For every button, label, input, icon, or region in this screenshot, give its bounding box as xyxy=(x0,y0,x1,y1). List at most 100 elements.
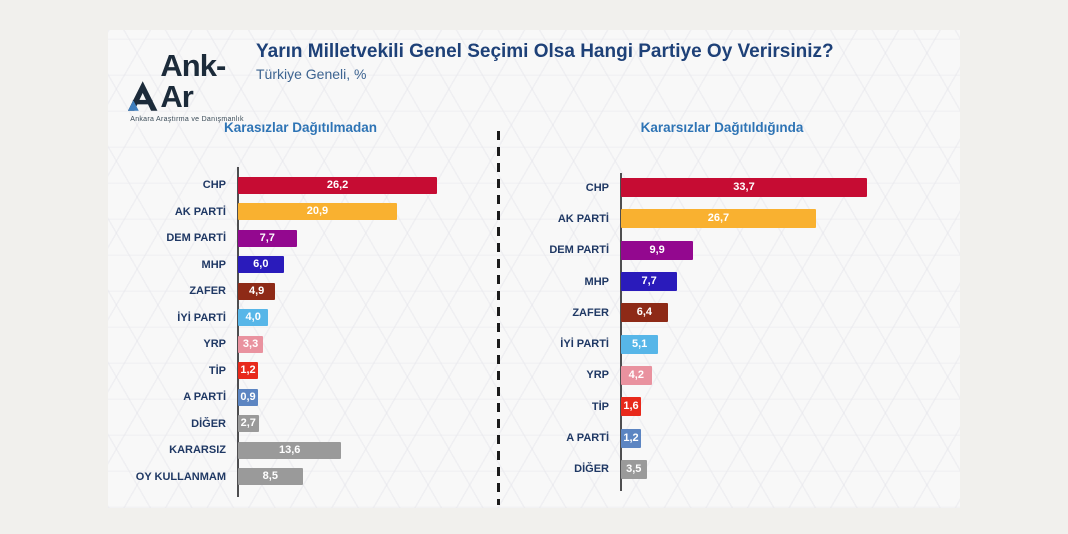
party-label: A PARTİ xyxy=(183,391,226,404)
bar: 9,9 xyxy=(621,240,694,260)
party-label: DİĞER xyxy=(191,417,226,430)
value-label: 7,7 xyxy=(259,231,275,244)
right-chart: CHP 33,7 AK PARTİ 26,7 DEM PARTİ 9,9 MHP 7,7 ZAF… xyxy=(508,172,956,491)
bar: 2,7 xyxy=(238,415,259,433)
value-label: 6,4 xyxy=(636,306,652,319)
party-label: CHP xyxy=(585,181,609,194)
party-label: AK PARTİ xyxy=(557,212,609,225)
bar: 1,6 xyxy=(621,397,641,417)
left-chart: CHP 26,2 AK PARTİ 20,9 DEM PARTİ 7,7 MHP 6,0 ZAF… xyxy=(108,167,496,497)
value-label: 26,7 xyxy=(707,212,730,225)
bar: 7,7 xyxy=(238,229,297,247)
chart-row: CHP 33,7 xyxy=(508,172,956,203)
value-label: 4,2 xyxy=(628,368,644,381)
chart-row: ZAFER 4,9 xyxy=(108,278,496,305)
value-label: 2,7 xyxy=(240,417,256,430)
party-label: DİĞER xyxy=(574,463,609,476)
party-label: CHP xyxy=(202,179,226,192)
left-chart-title: Karasızlar Dağıtılmadan xyxy=(223,120,378,135)
bar: 4,0 xyxy=(238,309,269,327)
chart-row: MHP 7,7 xyxy=(508,266,956,297)
party-label: MHP xyxy=(584,275,609,288)
bar: 4,9 xyxy=(238,282,276,300)
chart-row: AK PARTİ 20,9 xyxy=(108,199,496,226)
logo-row: Ank-Ar xyxy=(126,50,256,112)
party-label: AK PARTİ xyxy=(174,205,226,218)
bar: 26,2 xyxy=(238,176,438,194)
chart-row: A PARTİ 1,2 xyxy=(508,422,956,453)
right-chart-title: Kararsızlar Dağıtıldığında xyxy=(640,120,804,135)
party-label: ZAFER xyxy=(189,285,226,298)
chart-row: A PARTİ 0,9 xyxy=(108,384,496,411)
party-label: YRP xyxy=(203,338,226,351)
party-label: İYİ PARTİ xyxy=(177,311,226,324)
bar: 4,2 xyxy=(621,365,652,385)
value-label: 3,5 xyxy=(626,462,642,475)
value-label: 0,9 xyxy=(240,390,256,403)
party-label: OY KULLANMAM xyxy=(135,470,226,483)
value-label: 1,2 xyxy=(240,364,256,377)
value-label: 9,9 xyxy=(649,243,665,256)
party-label: İYİ PARTİ xyxy=(560,338,609,351)
bar: 20,9 xyxy=(238,203,397,221)
chart-row: TİP 1,2 xyxy=(108,358,496,385)
bar: 6,0 xyxy=(238,256,284,274)
party-label: ZAFER xyxy=(572,306,609,319)
chart-row: İYİ PARTİ 4,0 xyxy=(108,305,496,332)
value-label: 3,3 xyxy=(242,337,259,350)
chart-row: TİP 1,6 xyxy=(508,391,956,422)
value-label: 20,9 xyxy=(306,205,329,218)
bar: 1,2 xyxy=(238,362,258,380)
bar: 7,7 xyxy=(621,272,678,292)
value-label: 5,1 xyxy=(631,337,648,350)
chart-row: ZAFER 6,4 xyxy=(508,297,956,328)
bar: 1,2 xyxy=(621,428,641,448)
chart-row: DEM PARTİ 7,7 xyxy=(108,225,496,252)
chart-row: YRP 3,3 xyxy=(108,331,496,358)
value-label: 4,9 xyxy=(248,284,265,297)
value-label: 8,5 xyxy=(262,470,278,483)
bar: 3,5 xyxy=(621,459,647,479)
chart-row: DİĞER 2,7 xyxy=(108,411,496,438)
chart-row: KARARSIZ 13,6 xyxy=(108,437,496,464)
infographic-card: Ank-Ar Ankara Araştırma ve Danışmanlık Y… xyxy=(108,30,960,508)
bar: 6,4 xyxy=(621,303,668,323)
title-block: Yarın Milletvekili Genel Seçimi Olsa Han… xyxy=(256,41,951,82)
value-label: 1,2 xyxy=(623,431,639,444)
bar: 8,5 xyxy=(238,468,303,486)
divider-dashed-line xyxy=(497,131,500,505)
logo-tagline: Ankara Araştırma ve Danışmanlık xyxy=(130,116,244,123)
party-label: YRP xyxy=(586,369,609,382)
bar: 3,3 xyxy=(238,335,264,353)
value-label: 13,6 xyxy=(278,443,301,456)
chart-row: DİĞER 3,5 xyxy=(508,454,956,485)
bar: 26,7 xyxy=(621,209,816,229)
chart-row: CHP 26,2 xyxy=(108,172,496,199)
value-label: 6,0 xyxy=(253,258,269,271)
party-label: TİP xyxy=(591,400,609,413)
party-label: DEM PARTİ xyxy=(166,232,226,245)
party-label: MHP xyxy=(201,258,226,271)
value-label: 33,7 xyxy=(733,181,755,194)
right-axis-line xyxy=(620,173,622,491)
page-title: Yarın Milletvekili Genel Seçimi Olsa Han… xyxy=(256,41,834,62)
value-label: 7,7 xyxy=(641,275,657,288)
logo: Ank-Ar Ankara Araştırma ve Danışmanlık xyxy=(126,50,256,123)
chart-row: MHP 6,0 xyxy=(108,252,496,279)
logo-text: Ank-Ar xyxy=(160,48,226,114)
value-label: 26,2 xyxy=(326,178,349,191)
page-subtitle: Türkiye Geneli, % xyxy=(256,65,367,82)
party-label: TİP xyxy=(208,364,226,377)
chart-row: YRP 4,2 xyxy=(508,360,956,391)
chart-row: AK PARTİ 26,7 xyxy=(508,203,956,234)
value-label: 4,0 xyxy=(245,311,261,324)
bar: 5,1 xyxy=(621,334,659,354)
value-label: 1,6 xyxy=(623,400,639,413)
party-label: A PARTİ xyxy=(566,432,609,445)
chart-row: İYİ PARTİ 5,1 xyxy=(508,328,956,359)
chart-row: OY KULLANMAM 8,5 xyxy=(108,464,496,491)
chart-row: DEM PARTİ 9,9 xyxy=(508,235,956,266)
logo-mark-icon xyxy=(127,81,158,111)
bar: 13,6 xyxy=(238,441,342,459)
left-axis-line xyxy=(237,167,239,497)
